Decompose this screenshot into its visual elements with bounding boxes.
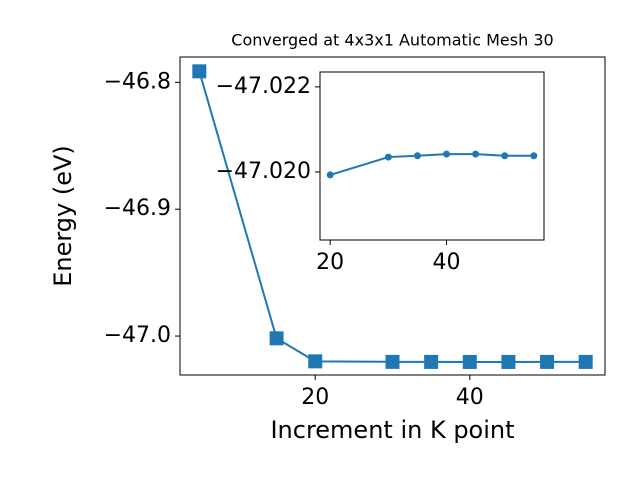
y-axis-label: Energy (eV): [49, 145, 77, 287]
marker: [413, 152, 421, 160]
x-tick-label: 40: [433, 250, 461, 275]
marker: [530, 152, 538, 160]
x-axis-label: Increment in K point: [270, 416, 514, 444]
marker: [501, 152, 509, 160]
y-tick-label: −47.022: [216, 74, 311, 99]
chart-title: Converged at 4x3x1 Automatic Mesh 30: [231, 31, 553, 50]
x-tick-label: 20: [301, 385, 329, 410]
marker: [308, 354, 323, 369]
marker: [269, 331, 284, 346]
marker: [443, 150, 451, 158]
marker: [540, 354, 555, 369]
marker: [501, 354, 516, 369]
marker: [472, 150, 480, 158]
marker: [326, 171, 334, 179]
marker: [192, 64, 207, 79]
marker: [424, 354, 439, 369]
marker: [578, 354, 593, 369]
y-tick-label: −46.8: [104, 69, 171, 94]
y-tick-label: −47.020: [216, 159, 311, 184]
marker: [462, 354, 477, 369]
y-tick-label: −47.0: [104, 323, 171, 348]
x-tick-label: 40: [456, 385, 484, 410]
y-tick-label: −46.9: [104, 196, 171, 221]
marker: [384, 153, 392, 161]
plot-frame: [179, 56, 606, 376]
marker: [385, 354, 400, 369]
plot-frame: [319, 71, 545, 241]
x-tick-label: 20: [316, 250, 344, 275]
